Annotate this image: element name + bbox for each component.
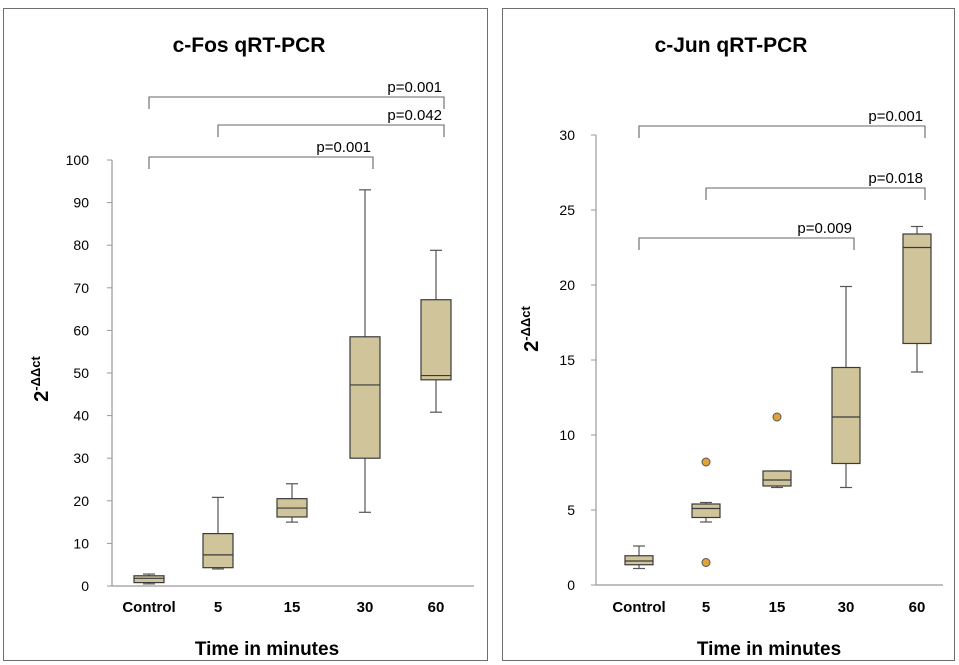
p-value-label: p=0.018 bbox=[868, 170, 923, 187]
y-tick-label: 40 bbox=[73, 408, 89, 424]
chart-title: c-Jun qRT-PCR bbox=[655, 34, 808, 57]
box-30 bbox=[831, 366, 861, 465]
p-value-label: p=0.009 bbox=[797, 220, 852, 237]
x-tick-label: Control bbox=[122, 599, 175, 616]
x-tick-label: 15 bbox=[284, 599, 301, 616]
significance-bracket bbox=[638, 237, 855, 250]
y-tick-label: 70 bbox=[73, 280, 89, 296]
y-axis-label: 2-ΔΔct bbox=[28, 355, 53, 401]
box-15 bbox=[762, 470, 792, 487]
y-tick-label: 80 bbox=[73, 237, 89, 253]
significance-bracket bbox=[148, 156, 374, 169]
x-tick-label: 5 bbox=[214, 599, 222, 616]
y-tick-label: 25 bbox=[559, 202, 575, 218]
cjun-chart-panel: c-Jun qRT-PCR 0 5 10 15 20 25 30 Control 5 15 30 60 T… bbox=[502, 8, 955, 661]
box-5 bbox=[691, 503, 721, 519]
significance-bracket bbox=[148, 96, 445, 109]
p-value-label: p=0.001 bbox=[316, 139, 371, 156]
box-60 bbox=[420, 299, 452, 381]
y-tick-label: 10 bbox=[73, 535, 89, 551]
outlier-point bbox=[701, 457, 711, 467]
box-30 bbox=[349, 336, 381, 459]
x-tick-label: 60 bbox=[428, 599, 445, 616]
cfos-chart-panel: c-Fos qRT-PCR 0 10 20 30 40 50 60 70 80 90 100 Contr… bbox=[3, 8, 488, 661]
y-tick-label: 20 bbox=[73, 493, 89, 509]
box-control bbox=[133, 575, 165, 584]
y-tick-label: 15 bbox=[559, 352, 575, 368]
x-tick-label: 15 bbox=[769, 599, 786, 616]
y-axis-label: 2-ΔΔct bbox=[518, 305, 543, 351]
y-tick-label: 60 bbox=[73, 322, 89, 338]
chart-title: c-Fos qRT-PCR bbox=[173, 34, 326, 57]
y-tick-label: 50 bbox=[73, 365, 89, 381]
x-tick-label: 30 bbox=[838, 599, 855, 616]
y-axis-label-base: 2 bbox=[521, 341, 543, 352]
y-tick-label: 30 bbox=[73, 450, 89, 466]
p-value-label: p=0.001 bbox=[387, 79, 442, 96]
significance-bracket bbox=[638, 125, 926, 138]
y-tick-label: 0 bbox=[81, 578, 89, 594]
significance-bracket bbox=[217, 124, 445, 137]
y-tick-label: 10 bbox=[559, 427, 575, 443]
cfos-boxplot: c-Fos qRT-PCR 0 10 20 30 40 50 60 70 80 90 100 Contr… bbox=[28, 34, 474, 660]
x-tick-label: 60 bbox=[909, 599, 926, 616]
y-tick-label: 100 bbox=[66, 152, 90, 168]
p-value-label: p=0.042 bbox=[387, 107, 442, 124]
x-axis-label: Time in minutes bbox=[195, 639, 339, 660]
y-axis-label-base: 2 bbox=[31, 391, 53, 402]
x-tick-label: 30 bbox=[357, 599, 374, 616]
box-control bbox=[624, 555, 654, 566]
outlier-point bbox=[701, 558, 711, 567]
y-tick-label: 20 bbox=[559, 277, 575, 293]
box-5 bbox=[202, 533, 234, 569]
p-value-label: p=0.001 bbox=[868, 108, 923, 125]
y-tick-label: 5 bbox=[567, 502, 575, 518]
y-axis-label-superscript: -ΔΔct bbox=[28, 355, 43, 390]
y-tick-label: 30 bbox=[559, 127, 575, 143]
outlier-point bbox=[772, 412, 782, 422]
cjun-boxplot: c-Jun qRT-PCR 0 5 10 15 20 25 30 Control 5 15 30 60 T… bbox=[518, 34, 943, 660]
x-tick-label: Control bbox=[612, 599, 665, 616]
x-tick-label: 5 bbox=[702, 599, 710, 616]
y-axis-label-superscript: -ΔΔct bbox=[518, 305, 533, 340]
significance-bracket bbox=[705, 187, 926, 200]
y-tick-label: 90 bbox=[73, 195, 89, 211]
y-tick-label: 0 bbox=[567, 577, 575, 593]
x-axis-label: Time in minutes bbox=[697, 639, 841, 660]
box-60 bbox=[902, 233, 932, 345]
